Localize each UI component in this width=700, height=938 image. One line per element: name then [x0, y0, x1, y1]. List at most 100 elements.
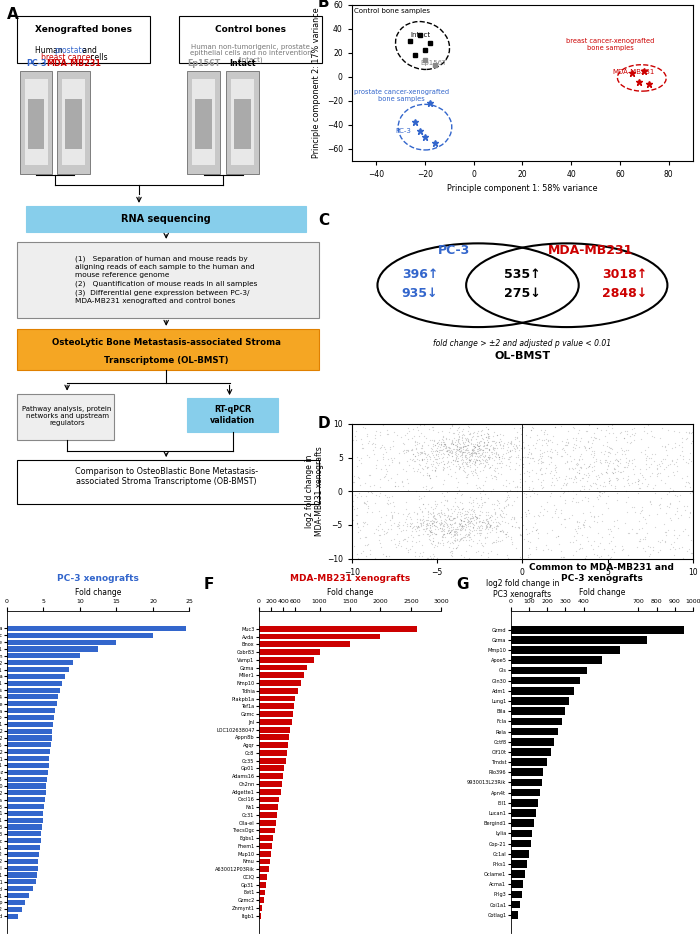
Point	[438, 528, 449, 543]
Point	[519, 532, 530, 547]
Point	[537, 466, 548, 481]
Point	[412, 451, 423, 466]
Point	[624, 452, 635, 467]
Point	[418, 516, 429, 531]
Point	[434, 521, 445, 536]
Point	[477, 443, 488, 458]
Point	[421, 467, 433, 482]
Bar	[259, 688, 298, 694]
Point	[531, 541, 542, 556]
Point	[463, 550, 475, 565]
Point	[479, 434, 490, 449]
Point	[412, 507, 423, 522]
Point	[574, 433, 585, 448]
Point	[568, 439, 579, 454]
Point	[671, 454, 682, 469]
Point	[637, 521, 648, 536]
Point	[400, 445, 412, 460]
Point	[659, 534, 670, 549]
Point	[516, 432, 527, 447]
Point	[466, 442, 477, 457]
Point	[347, 513, 358, 528]
Point	[438, 446, 449, 461]
Point	[426, 516, 438, 531]
Text: Human: Human	[34, 46, 64, 54]
Point	[468, 521, 479, 536]
Point	[371, 487, 382, 502]
Point	[561, 446, 572, 461]
Point	[596, 455, 607, 470]
Point	[390, 537, 401, 552]
Point	[584, 520, 596, 535]
Point	[484, 442, 495, 457]
Bar	[259, 827, 274, 833]
Point	[412, 511, 423, 526]
Point	[491, 524, 502, 539]
Point	[456, 431, 468, 446]
Point	[474, 497, 485, 512]
Point	[473, 521, 484, 536]
Point	[377, 438, 388, 453]
Point	[351, 459, 363, 474]
Point	[382, 496, 393, 511]
Point	[466, 511, 477, 526]
Point	[468, 443, 479, 458]
Point	[454, 532, 465, 547]
Point	[610, 478, 621, 493]
Point	[642, 478, 653, 493]
Point	[357, 515, 368, 530]
Point	[540, 537, 552, 552]
Point	[524, 506, 535, 521]
Point	[559, 511, 570, 526]
Point	[640, 461, 652, 477]
Point	[413, 522, 424, 537]
Text: Intact: Intact	[410, 32, 430, 38]
Point	[570, 523, 582, 538]
Point	[469, 446, 480, 461]
Point	[440, 511, 451, 526]
Point	[508, 493, 519, 508]
Point	[639, 511, 650, 526]
Point	[555, 506, 566, 521]
Point	[468, 468, 479, 483]
Point	[524, 552, 535, 567]
Point	[425, 518, 436, 533]
Point	[435, 506, 446, 521]
Point	[463, 528, 475, 543]
Point	[438, 477, 449, 492]
Point	[509, 430, 520, 445]
Bar	[7, 694, 58, 700]
Point	[482, 545, 493, 560]
Point	[449, 522, 461, 537]
Point	[430, 499, 442, 514]
Point	[471, 444, 482, 459]
Point	[622, 472, 633, 487]
Point	[360, 476, 371, 491]
Point	[659, 525, 670, 540]
Point	[409, 519, 420, 534]
Point	[600, 444, 611, 459]
Point	[439, 517, 450, 532]
Point	[594, 453, 606, 468]
Point	[528, 480, 539, 495]
Point	[477, 446, 488, 461]
Point	[649, 430, 660, 445]
Point	[448, 453, 459, 468]
Point	[517, 453, 528, 468]
Point	[418, 526, 429, 541]
Point	[622, 460, 633, 475]
Point	[624, 428, 636, 443]
Point	[601, 464, 612, 479]
Point	[430, 527, 441, 542]
Point	[427, 439, 438, 454]
Point	[477, 448, 489, 463]
Point	[557, 485, 568, 500]
Point	[592, 471, 603, 486]
Point	[555, 419, 566, 434]
Point	[550, 459, 561, 474]
Bar	[7, 646, 98, 652]
Point	[469, 454, 480, 469]
Point	[668, 423, 679, 438]
Point	[420, 519, 431, 534]
Point	[494, 523, 505, 538]
